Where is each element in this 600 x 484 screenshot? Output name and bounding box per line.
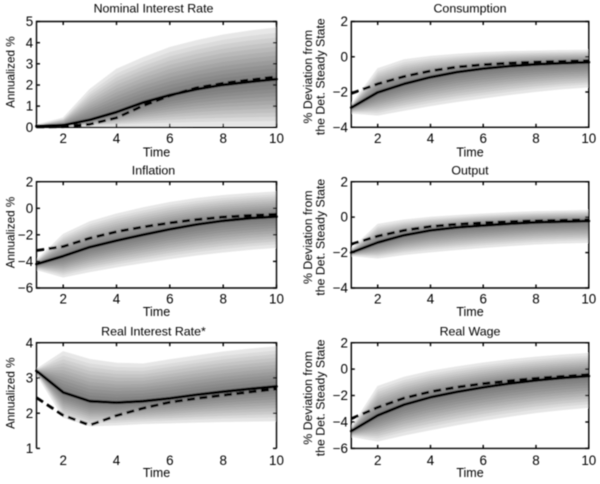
svg-text:2: 2 — [59, 131, 66, 146]
svg-text:2: 2 — [374, 453, 381, 468]
svg-text:10: 10 — [581, 453, 596, 468]
svg-text:8: 8 — [532, 453, 539, 468]
svg-text:6: 6 — [479, 291, 486, 306]
svg-text:the Det. Steady State: the Det. Steady State — [314, 179, 328, 296]
svg-text:3: 3 — [26, 371, 33, 386]
svg-text:−4: −4 — [333, 120, 349, 135]
svg-text:Output: Output — [451, 164, 489, 178]
svg-text:Nominal Interest Rate: Nominal Interest Rate — [94, 2, 214, 16]
svg-text:10: 10 — [269, 131, 284, 146]
svg-text:4: 4 — [26, 35, 34, 50]
svg-text:Real Wage: Real Wage — [440, 324, 501, 338]
svg-text:−4: −4 — [333, 281, 349, 296]
svg-text:4: 4 — [26, 335, 34, 350]
svg-text:4: 4 — [113, 453, 121, 468]
svg-text:3: 3 — [26, 56, 33, 71]
svg-text:−4: −4 — [333, 415, 349, 430]
svg-text:6: 6 — [479, 453, 486, 468]
svg-text:2: 2 — [59, 453, 66, 468]
svg-text:5: 5 — [26, 14, 33, 29]
svg-text:2: 2 — [59, 291, 66, 306]
svg-text:6: 6 — [166, 453, 173, 468]
svg-text:Inflation: Inflation — [132, 164, 176, 178]
svg-text:10: 10 — [581, 131, 596, 146]
svg-text:6: 6 — [479, 131, 486, 146]
svg-text:8: 8 — [532, 291, 539, 306]
svg-text:−6: −6 — [333, 441, 348, 456]
svg-text:10: 10 — [269, 453, 284, 468]
svg-text:4: 4 — [427, 131, 435, 146]
svg-text:2: 2 — [341, 14, 348, 29]
svg-text:Time: Time — [456, 466, 483, 480]
svg-text:4: 4 — [427, 291, 435, 306]
svg-text:% Deviation from: % Deviation from — [301, 351, 315, 445]
svg-text:the Det. Steady State: the Det. Steady State — [314, 18, 328, 135]
svg-text:2: 2 — [341, 335, 348, 350]
svg-text:−2: −2 — [333, 388, 348, 403]
svg-text:2: 2 — [26, 406, 33, 421]
svg-text:Annualized %: Annualized % — [5, 36, 18, 107]
svg-text:4: 4 — [113, 291, 121, 306]
svg-text:4: 4 — [427, 453, 435, 468]
svg-text:−2: −2 — [333, 245, 348, 260]
svg-text:1: 1 — [26, 441, 33, 456]
svg-text:Time: Time — [143, 305, 170, 319]
svg-text:2: 2 — [374, 131, 381, 146]
svg-text:10: 10 — [269, 291, 284, 306]
svg-text:−2: −2 — [333, 85, 348, 100]
svg-text:8: 8 — [219, 131, 226, 146]
svg-text:−2: −2 — [18, 227, 33, 242]
svg-text:0: 0 — [26, 120, 33, 135]
svg-text:8: 8 — [219, 291, 226, 306]
svg-text:6: 6 — [166, 131, 173, 146]
svg-text:0: 0 — [341, 49, 348, 64]
svg-text:8: 8 — [532, 131, 539, 146]
svg-text:2: 2 — [374, 291, 381, 306]
svg-text:10: 10 — [581, 291, 596, 306]
svg-text:8: 8 — [219, 453, 226, 468]
svg-text:Time: Time — [143, 145, 170, 159]
svg-text:Annualized %: Annualized % — [5, 197, 18, 268]
svg-text:% Deviation from: % Deviation from — [301, 30, 315, 124]
svg-text:Consumption: Consumption — [433, 2, 506, 16]
svg-text:6: 6 — [166, 291, 173, 306]
svg-text:0: 0 — [341, 362, 348, 377]
svg-text:0: 0 — [341, 210, 348, 225]
svg-text:Time: Time — [456, 145, 483, 159]
svg-text:2: 2 — [341, 174, 348, 189]
svg-text:2: 2 — [26, 174, 33, 189]
svg-text:Time: Time — [456, 305, 483, 319]
svg-text:% Deviation from: % Deviation from — [301, 190, 315, 284]
svg-text:the Det. Steady State: the Det. Steady State — [314, 339, 328, 456]
svg-text:−6: −6 — [18, 281, 33, 296]
svg-text:Annualized %: Annualized % — [5, 357, 18, 428]
svg-text:−4: −4 — [18, 254, 34, 269]
svg-text:1: 1 — [26, 99, 33, 114]
svg-text:Time: Time — [143, 466, 170, 480]
svg-text:2: 2 — [26, 78, 33, 93]
svg-text:0: 0 — [26, 201, 33, 216]
svg-text:Real Interest Rate*: Real Interest Rate* — [101, 324, 206, 338]
svg-text:4: 4 — [113, 131, 121, 146]
